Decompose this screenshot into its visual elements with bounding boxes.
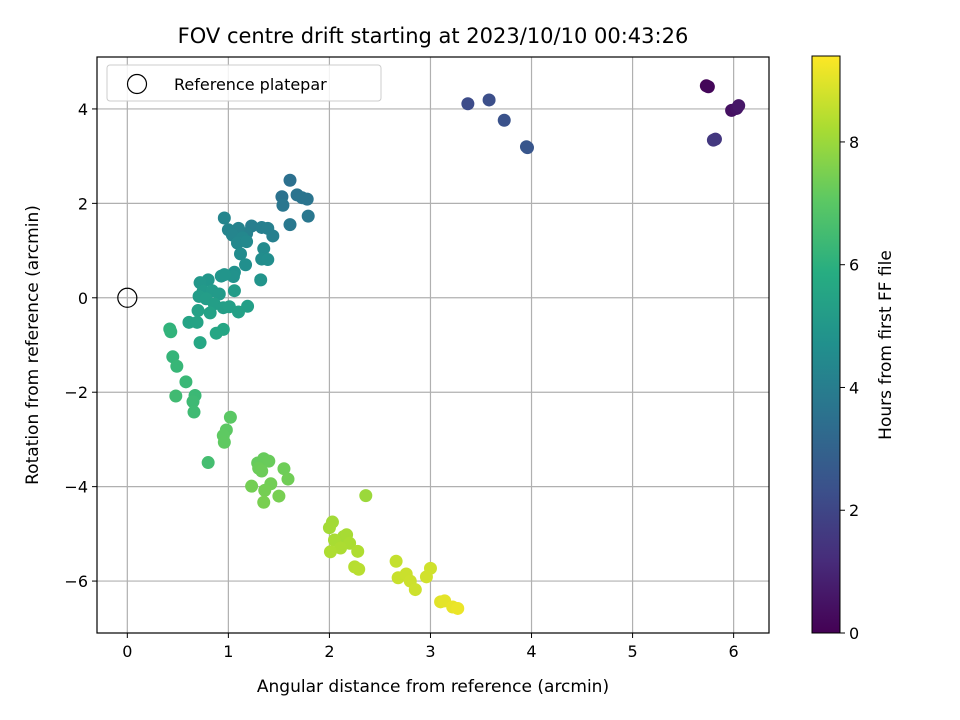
data-point — [193, 336, 207, 350]
data-point — [283, 218, 297, 232]
data-point — [701, 80, 715, 94]
y-axis-title: Rotation from reference (arcmin) — [23, 205, 43, 485]
data-point — [254, 273, 268, 287]
data-point — [301, 209, 315, 223]
y-tick-label: 2 — [78, 194, 88, 213]
legend-marker-reference — [126, 73, 148, 95]
data-point — [209, 326, 223, 340]
data-points — [117, 79, 746, 615]
data-point — [277, 462, 291, 476]
y-tick-label: −6 — [64, 572, 88, 591]
data-point — [262, 454, 276, 468]
colorbar-gradient — [811, 55, 841, 634]
data-point — [706, 133, 720, 147]
data-point — [408, 583, 422, 597]
data-point — [187, 405, 201, 419]
colorbar: 0 2 4 6 8 Hours from first FF file — [811, 55, 896, 643]
data-point — [258, 483, 272, 497]
data-point — [191, 304, 205, 318]
colorbar-tick-label: 8 — [849, 133, 859, 152]
data-point — [190, 315, 204, 329]
x-tick-label: 4 — [526, 642, 536, 661]
data-point — [283, 173, 297, 187]
data-point — [323, 545, 337, 559]
x-axis-title: Angular distance from reference (arcmin) — [257, 677, 609, 697]
reference-point-marker — [117, 287, 138, 308]
data-point — [482, 93, 496, 107]
legend-entry-reference: Reference platepar — [174, 75, 327, 94]
data-point — [389, 554, 403, 568]
data-point — [461, 97, 475, 111]
x-tick-label: 5 — [627, 642, 637, 661]
legend-box — [106, 64, 382, 102]
data-point — [164, 325, 178, 339]
data-point — [334, 541, 348, 555]
plot-frame — [96, 56, 770, 634]
data-point — [227, 284, 241, 298]
data-point — [352, 562, 366, 576]
data-point — [245, 479, 259, 493]
data-point — [186, 395, 200, 409]
data-point — [255, 464, 269, 478]
data-point — [170, 359, 184, 373]
data-point — [233, 247, 247, 261]
colorbar-title: Hours from first FF file — [876, 250, 896, 440]
axis-ticks: 0 1 2 3 4 5 6 −6 −4 −2 0 2 4 — [64, 100, 738, 661]
data-point — [217, 268, 231, 282]
legend: Reference platepar — [106, 64, 382, 102]
data-point — [281, 472, 295, 486]
y-tick-label: 0 — [78, 289, 88, 308]
y-tick-label: −2 — [64, 383, 88, 402]
chart-title: FOV centre drift starting at 2023/10/10 … — [178, 24, 689, 48]
data-point — [240, 235, 254, 249]
data-point — [223, 410, 237, 424]
colorbar-tick-label: 0 — [849, 624, 859, 643]
data-point — [239, 258, 253, 272]
data-point — [257, 495, 271, 509]
data-point — [359, 489, 373, 503]
data-point — [322, 521, 336, 535]
data-point — [351, 544, 365, 558]
data-point — [419, 570, 433, 584]
x-tick-label: 0 — [122, 642, 132, 661]
x-tick-label: 1 — [223, 642, 233, 661]
data-point — [257, 242, 271, 256]
data-point — [300, 192, 314, 206]
data-point — [261, 253, 275, 267]
x-tick-label: 2 — [324, 642, 334, 661]
colorbar-tick-label: 4 — [849, 378, 859, 397]
data-point — [179, 375, 193, 389]
y-tick-label: 4 — [78, 100, 88, 119]
data-point — [519, 140, 533, 154]
colorbar-tick-label: 2 — [849, 501, 859, 520]
data-point — [497, 113, 511, 127]
data-point — [276, 198, 290, 212]
x-tick-label: 6 — [729, 642, 739, 661]
y-tick-label: −4 — [64, 478, 88, 497]
data-point — [732, 99, 746, 113]
data-point — [266, 229, 280, 243]
data-point — [201, 456, 215, 470]
colorbar-ticks: 0 2 4 6 8 — [840, 133, 859, 643]
data-point — [272, 489, 286, 503]
data-point — [217, 435, 231, 449]
data-point — [212, 287, 226, 301]
x-tick-label: 3 — [425, 642, 435, 661]
colorbar-tick-label: 6 — [849, 256, 859, 275]
data-point — [451, 601, 465, 615]
data-point — [217, 211, 231, 225]
data-point — [169, 389, 183, 403]
data-point — [231, 305, 245, 319]
data-point — [203, 306, 217, 320]
